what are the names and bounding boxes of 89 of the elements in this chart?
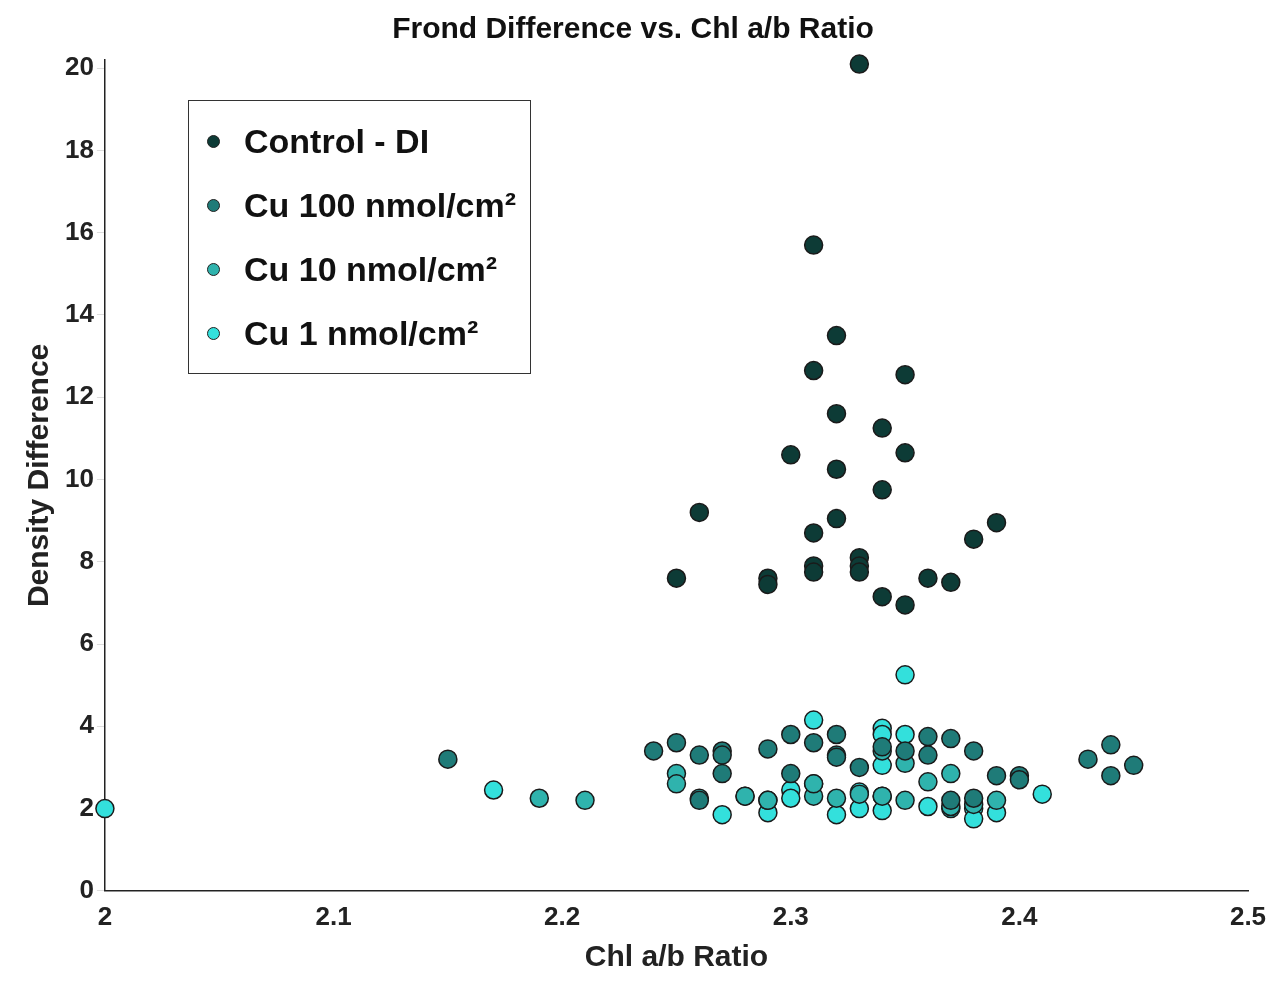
point bbox=[849, 54, 870, 74]
x-tick-label: 2.4 bbox=[1001, 900, 1038, 931]
point bbox=[1123, 755, 1144, 776]
point bbox=[575, 790, 595, 811]
point bbox=[666, 774, 687, 794]
point bbox=[895, 665, 915, 685]
point bbox=[895, 364, 915, 385]
point bbox=[803, 710, 824, 730]
point bbox=[918, 568, 938, 588]
point bbox=[986, 765, 1007, 786]
y-tick-label: 6 bbox=[79, 627, 94, 658]
x-tick-label: 2.5 bbox=[1229, 900, 1267, 931]
point bbox=[826, 804, 847, 825]
point bbox=[895, 790, 915, 811]
point bbox=[666, 732, 687, 753]
y-tick-label: 20 bbox=[65, 51, 94, 82]
point bbox=[1101, 765, 1121, 786]
point bbox=[689, 745, 710, 765]
point bbox=[95, 798, 115, 819]
point bbox=[918, 745, 938, 765]
point bbox=[803, 732, 824, 753]
point bbox=[918, 772, 938, 792]
point bbox=[483, 780, 504, 800]
x-tick-label: 2.1 bbox=[315, 900, 352, 931]
point bbox=[963, 741, 984, 761]
point bbox=[986, 512, 1007, 533]
point bbox=[826, 325, 847, 346]
y-axis-title: Density Difference bbox=[21, 343, 55, 608]
y-tick-label: 2 bbox=[79, 791, 94, 822]
point bbox=[918, 796, 938, 817]
legend-label: Cu 10 nmol/cm² bbox=[244, 249, 498, 289]
chart-title: Frond Difference vs. Chl a/b Ratio bbox=[392, 11, 874, 45]
point bbox=[826, 508, 847, 529]
point bbox=[849, 757, 870, 778]
point bbox=[895, 595, 915, 615]
point bbox=[438, 749, 458, 769]
point bbox=[895, 741, 915, 761]
point bbox=[529, 788, 550, 809]
y-tick-label: 0 bbox=[79, 873, 94, 904]
point bbox=[963, 788, 984, 809]
y-tick-label: 12 bbox=[65, 380, 94, 411]
point bbox=[781, 724, 801, 745]
point bbox=[666, 568, 687, 588]
point bbox=[1032, 784, 1052, 804]
point bbox=[963, 529, 984, 549]
point bbox=[781, 763, 801, 784]
point bbox=[872, 586, 892, 607]
y-tick-label: 8 bbox=[79, 544, 94, 575]
point bbox=[941, 572, 961, 593]
legend-label: Cu 1 nmol/cm² bbox=[244, 313, 479, 353]
point bbox=[941, 763, 961, 784]
point bbox=[941, 790, 961, 811]
point bbox=[712, 763, 732, 784]
point bbox=[758, 739, 778, 759]
point bbox=[712, 804, 732, 825]
legend-label: Control - DI bbox=[244, 121, 430, 161]
point bbox=[1101, 735, 1121, 755]
point bbox=[758, 574, 778, 595]
point bbox=[803, 562, 824, 582]
point bbox=[689, 502, 710, 523]
y-tick-label: 4 bbox=[79, 709, 95, 740]
x-tick-label: 2.2 bbox=[544, 900, 581, 931]
point bbox=[918, 726, 938, 747]
point bbox=[826, 459, 847, 479]
point bbox=[872, 418, 892, 438]
point bbox=[803, 523, 824, 543]
y-tick-label: 14 bbox=[65, 298, 95, 329]
x-axis-title: Chl a/b Ratio bbox=[584, 939, 769, 973]
y-tick-label: 10 bbox=[65, 462, 94, 493]
y-tick-label: 16 bbox=[65, 215, 94, 246]
point bbox=[895, 724, 915, 745]
point bbox=[849, 562, 870, 582]
legend-label: Cu 100 nmol/cm² bbox=[244, 185, 517, 225]
point bbox=[781, 445, 801, 465]
point bbox=[1009, 770, 1030, 790]
point bbox=[826, 788, 847, 809]
point bbox=[781, 788, 801, 809]
point bbox=[826, 403, 847, 424]
point bbox=[895, 443, 915, 463]
point bbox=[1078, 749, 1098, 769]
point bbox=[803, 235, 824, 255]
point bbox=[826, 724, 847, 745]
point bbox=[986, 790, 1007, 811]
point bbox=[872, 480, 892, 500]
point bbox=[643, 741, 664, 761]
y-tick-label: 18 bbox=[65, 133, 94, 164]
point bbox=[941, 728, 961, 749]
point bbox=[803, 360, 824, 381]
x-tick-label: 2.3 bbox=[772, 900, 809, 931]
